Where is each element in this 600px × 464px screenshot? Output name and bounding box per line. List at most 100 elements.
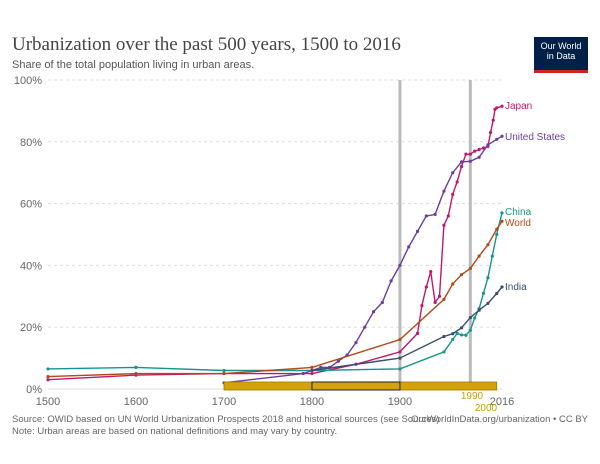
data-point [433, 300, 437, 305]
data-point [481, 291, 486, 295]
data-point [398, 356, 402, 360]
source-url[interactable]: OurWorldInData.org/urbanization • CC BY [411, 414, 588, 425]
data-point [468, 152, 472, 156]
chart-title: Urbanization over the past 500 years, 15… [12, 34, 401, 55]
data-point [477, 308, 481, 312]
data-point [424, 214, 428, 218]
data-point [459, 164, 464, 169]
data-point [46, 375, 50, 379]
data-point [459, 326, 464, 330]
series-line-japan [47, 105, 503, 381]
data-point [495, 227, 499, 231]
data-point [486, 143, 490, 147]
data-point [451, 337, 455, 342]
data-point [459, 333, 464, 337]
data-point [429, 269, 433, 274]
data-point [459, 273, 464, 277]
x-tick-label: 1800 [300, 396, 324, 408]
data-point [442, 189, 446, 193]
data-point [354, 341, 358, 345]
x-tick-label: 1900 [388, 396, 412, 408]
data-point [500, 219, 504, 223]
series-label: Japan [505, 101, 532, 112]
data-point [46, 378, 50, 382]
data-point [437, 294, 442, 298]
data-point [495, 291, 499, 296]
data-point [490, 254, 494, 258]
y-tick-label: 80% [20, 137, 42, 149]
definition-note: Note: Urban areas are based on national … [12, 426, 338, 437]
data-point [310, 368, 314, 373]
data-point [420, 303, 424, 308]
data-point [336, 359, 340, 363]
data-point [407, 245, 411, 249]
data-point [398, 350, 402, 354]
series-label: United States [505, 132, 565, 143]
series-label: India [505, 282, 527, 293]
data-point [477, 147, 481, 152]
data-point [442, 223, 446, 227]
data-point [473, 316, 477, 320]
y-tick-label: 0% [26, 384, 42, 396]
data-point [486, 243, 490, 247]
y-tick-label: 20% [20, 322, 42, 334]
data-point [442, 350, 446, 354]
series-line-china [47, 212, 503, 372]
logo-line-1: Our World [540, 41, 582, 51]
x-tick-label: 1500 [36, 396, 60, 408]
data-point [500, 285, 504, 289]
data-point [488, 130, 493, 135]
data-point [310, 371, 314, 376]
timeline-bar [223, 381, 498, 391]
data-point [477, 155, 481, 159]
data-point [495, 106, 499, 110]
data-point [398, 263, 402, 267]
data-point [500, 104, 504, 108]
data-point [477, 254, 481, 258]
data-point [398, 337, 402, 342]
y-tick-label: 60% [20, 199, 42, 211]
data-point [459, 160, 464, 164]
data-point [301, 371, 305, 376]
x-tick-label: 1700 [212, 396, 236, 408]
data-point [455, 331, 459, 335]
data-point [222, 371, 226, 376]
data-point [380, 300, 384, 305]
y-tick-label: 100% [14, 75, 42, 87]
data-point [442, 297, 446, 301]
chart-subtitle: Share of the total population living in … [12, 59, 255, 71]
data-point [442, 334, 446, 339]
data-point [46, 367, 50, 371]
data-point [451, 332, 455, 336]
data-point [486, 276, 490, 280]
data-point [134, 371, 138, 376]
data-point [500, 211, 504, 215]
data-point [222, 368, 226, 373]
series-label: China [505, 207, 532, 218]
data-point [319, 365, 323, 369]
data-point [446, 214, 450, 218]
y-tick-label: 40% [20, 260, 42, 272]
data-point [451, 282, 455, 286]
data-point [486, 301, 490, 306]
source-note: Source: OWID based on UN World Urbanizat… [12, 414, 440, 425]
data-point [415, 331, 420, 335]
data-point [464, 152, 468, 156]
data-point [389, 279, 393, 283]
data-point [468, 266, 472, 271]
data-point [468, 316, 472, 320]
data-point [363, 325, 367, 329]
data-point [455, 180, 459, 184]
data-point [134, 365, 138, 369]
timeline-selection [311, 381, 401, 391]
data-point [415, 229, 420, 234]
data-point [310, 365, 314, 369]
x-tick-label: 1600 [124, 396, 148, 408]
data-point [433, 212, 437, 217]
data-point [495, 137, 499, 141]
owid-logo[interactable]: Our World in Data [534, 37, 588, 73]
data-point [424, 285, 428, 289]
data-point [491, 118, 495, 122]
data-point [464, 333, 468, 337]
